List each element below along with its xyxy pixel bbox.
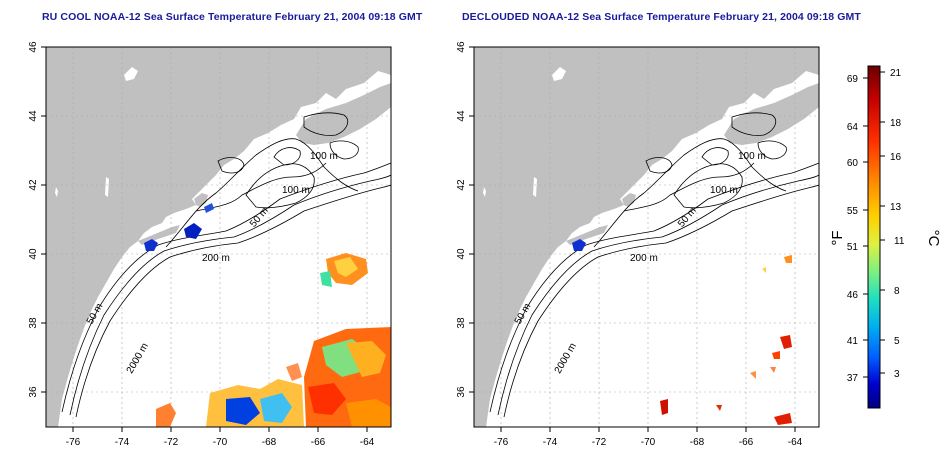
left-lat-tick: 40 <box>28 248 39 260</box>
left-lon-tick: -66 <box>311 437 326 448</box>
right-map-gridlines <box>474 46 819 427</box>
colorbar-f-tick: 55 <box>847 206 859 217</box>
right-map-title: DECLOUDED NOAA-12 Sea Surface Temperatur… <box>462 11 861 23</box>
right-lon-tick: -68 <box>690 437 705 448</box>
colorbar-f-tick: 51 <box>847 242 859 253</box>
right-lon-tick: -64 <box>788 437 803 448</box>
colorbar-c-tick: 21 <box>890 68 902 79</box>
right-lat-tick: 40 <box>456 248 467 260</box>
colorbar-c-tick: 8 <box>894 286 900 297</box>
colorbar-c-tick: 16 <box>890 152 902 163</box>
right-sst-patches <box>572 239 792 425</box>
colorbar-fahrenheit-label: °F <box>829 230 846 245</box>
left-sst-patches <box>144 203 391 427</box>
colorbar-f-tick: 69 <box>847 74 859 85</box>
sst-colorbar: 69 64 60 55 51 46 41 37 21 18 16 13 11 8… <box>829 65 942 409</box>
right-lon-tick: -74 <box>543 437 558 448</box>
contour-label-100m-b: 100 m <box>282 185 310 196</box>
colorbar-f-tick: 41 <box>847 336 859 347</box>
colorbar-c-tick: 5 <box>894 336 900 347</box>
left-lat-tick: 38 <box>28 317 39 329</box>
left-lon-tick: -68 <box>262 437 277 448</box>
right-lon-tick: -70 <box>641 437 656 448</box>
left-lon-tick: -70 <box>213 437 228 448</box>
left-lon-tick: -64 <box>360 437 375 448</box>
colorbar-c-tick: 3 <box>894 369 900 380</box>
right-lon-tick: -66 <box>739 437 754 448</box>
right-lat-tick: 38 <box>456 317 467 329</box>
left-lon-tick: -74 <box>115 437 130 448</box>
colorbar-f-tick: 37 <box>847 373 859 384</box>
left-lat-tick: 42 <box>28 179 39 191</box>
colorbar-c-tick: 13 <box>890 202 902 213</box>
contour-label-200m: 200 m <box>202 253 230 264</box>
left-lon-tick: -72 <box>164 437 179 448</box>
left-map-panel: 100 m 100 m 50 m 200 m 50 m 2000 m -76 -… <box>28 41 392 448</box>
left-lat-tick: 44 <box>28 110 39 122</box>
colorbar-f-tick: 64 <box>847 122 859 133</box>
contour-label-200m: 200 m <box>630 253 658 264</box>
colorbar-c-tick: 11 <box>894 236 905 247</box>
left-lat-tick: 36 <box>28 386 39 398</box>
contour-label-100m-a: 100 m <box>738 151 766 162</box>
left-lat-tick: 46 <box>28 41 39 53</box>
colorbar-f-tick: 60 <box>847 158 859 169</box>
right-lat-tick: 42 <box>456 179 467 191</box>
right-map-panel: 100 m 100 m 50 m 200 m 50 m 2000 m -76 -… <box>456 41 820 448</box>
colorbar-c-tick: 18 <box>890 118 902 129</box>
left-map-title: RU COOL NOAA-12 Sea Surface Temperature … <box>42 11 423 23</box>
contour-label-100m-a: 100 m <box>310 151 338 162</box>
left-lon-tick: -76 <box>66 437 81 448</box>
right-lat-tick: 46 <box>456 41 467 53</box>
right-lon-tick: -76 <box>494 437 509 448</box>
colorbar-f-tick: 46 <box>847 290 859 301</box>
contour-label-100m-b: 100 m <box>710 185 738 196</box>
right-lat-tick: 44 <box>456 110 467 122</box>
right-lon-tick: -72 <box>592 437 607 448</box>
right-lat-tick: 36 <box>456 386 467 398</box>
colorbar-celsius-label: °C <box>925 230 942 247</box>
